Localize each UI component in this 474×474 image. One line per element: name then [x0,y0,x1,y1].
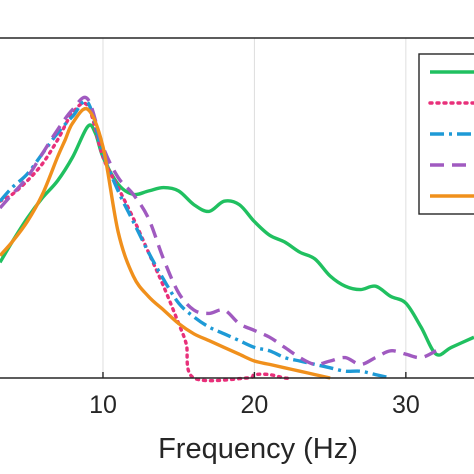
series-line-3 [0,99,392,380]
series-line-5 [0,106,331,380]
x-ticks: 10 20 30 [89,372,420,419]
x-axis-label: Frequency (Hz) [158,433,358,465]
grid-lines [102,38,407,378]
x-tick-label: 20 [241,391,269,419]
x-tick-label: 10 [89,391,117,419]
legend [418,53,474,215]
x-tick-label: 30 [392,391,420,419]
plot-background [0,38,474,378]
series-line-4 [0,95,437,367]
series-layer [0,95,474,383]
series-line-1 [0,123,474,357]
